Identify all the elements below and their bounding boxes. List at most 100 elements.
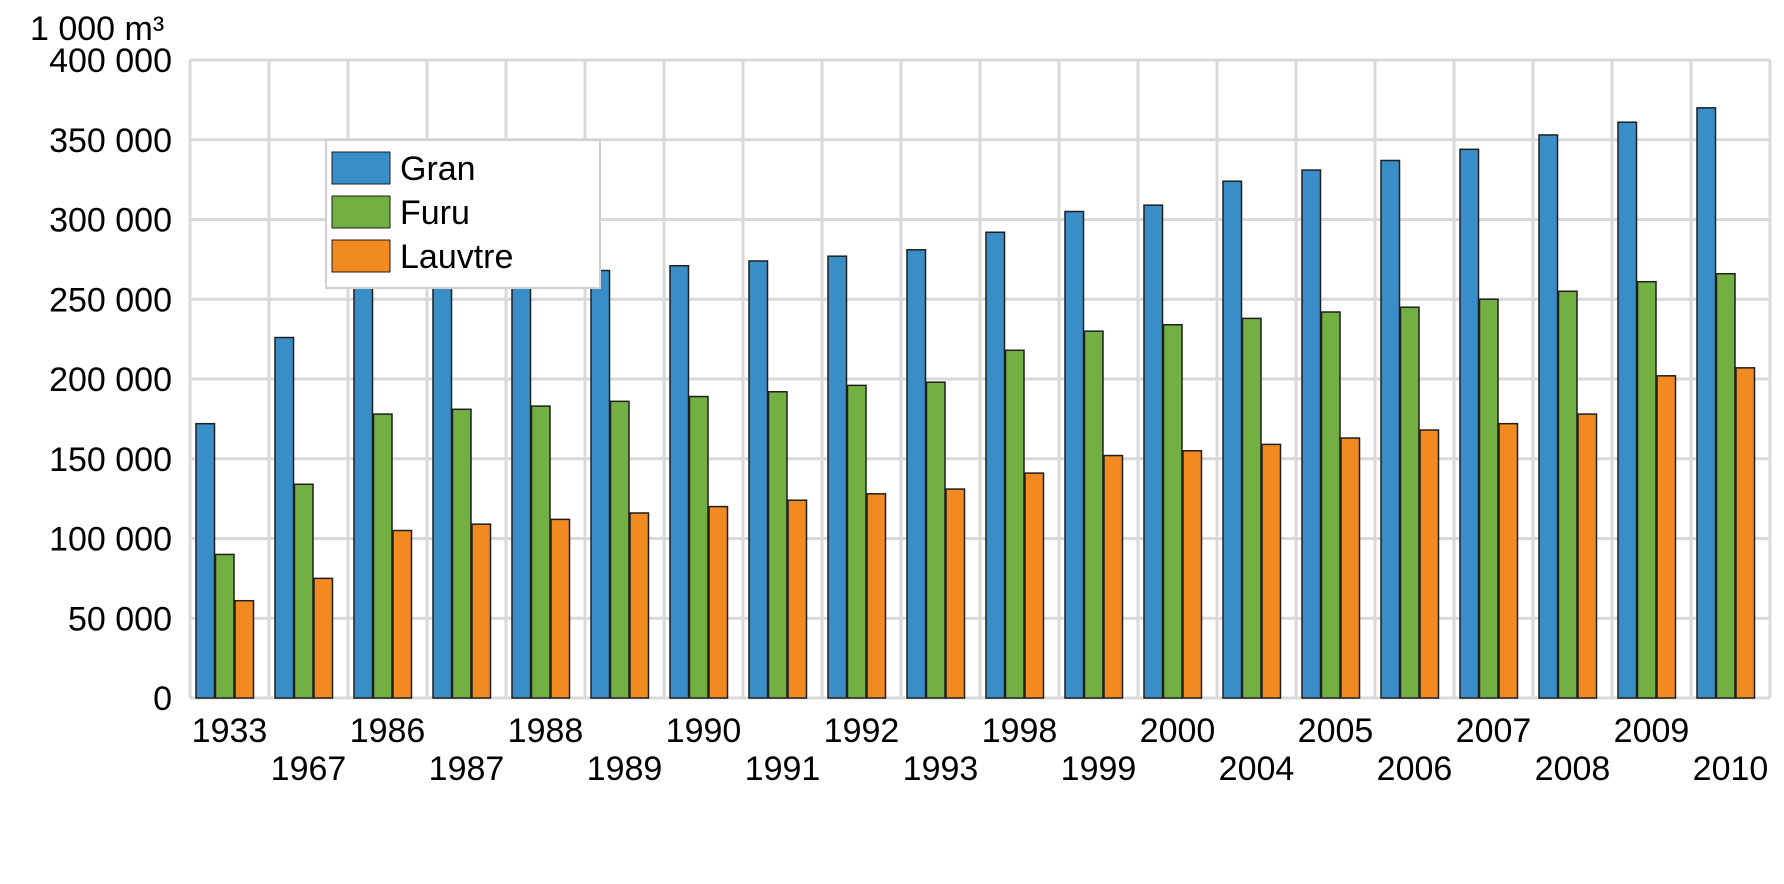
bar-furu-2005: [1320, 311, 1341, 699]
bar-gran-2007: [1459, 148, 1480, 699]
bar-gran-1988: [511, 272, 532, 699]
bar-furu-2000: [1162, 324, 1183, 699]
bars: [195, 107, 1756, 699]
bar-lauvtre-1989: [629, 512, 650, 699]
x-tick-label: 2006: [1377, 750, 1453, 788]
bar-furu-1986: [372, 413, 393, 699]
bar-furu-1993: [925, 381, 946, 699]
bar-lauvtre-1986: [392, 529, 413, 699]
x-tick-label: 1987: [429, 750, 505, 788]
bar-lauvtre-1999: [1103, 454, 1124, 699]
x-tick-label: 1990: [666, 712, 742, 750]
bar-lauvtre-1988: [550, 518, 571, 699]
bar-gran-1990: [669, 265, 690, 699]
y-tick-label: 0: [153, 680, 172, 718]
x-tick-label: 2010: [1693, 750, 1769, 788]
bar-furu-2004: [1241, 317, 1262, 699]
bar-furu-1992: [846, 384, 867, 699]
y-axis-unit-label: 1 000 m³: [30, 10, 164, 48]
bar-lauvtre-2006: [1419, 429, 1440, 699]
bar-lauvtre-1933: [234, 599, 255, 699]
x-tick-label: 1967: [271, 750, 347, 788]
x-tick-label: 1998: [982, 712, 1058, 750]
bar-furu-1991: [767, 391, 788, 699]
y-tick-label: 150 000: [49, 441, 172, 479]
bar-gran-1933: [195, 422, 216, 699]
x-tick-label: 2000: [1140, 712, 1216, 750]
bar-lauvtre-2008: [1577, 413, 1598, 699]
y-tick-label: 350 000: [49, 122, 172, 160]
x-tick-label: 1993: [903, 750, 979, 788]
bar-gran-1987: [432, 276, 453, 699]
legend-label-gran: Gran: [400, 150, 476, 188]
bar-furu-2008: [1557, 290, 1578, 699]
x-tick-label: 1991: [745, 750, 821, 788]
bar-furu-2007: [1478, 298, 1499, 699]
bar-gran-2009: [1617, 121, 1638, 699]
bar-gran-2000: [1143, 204, 1164, 699]
x-tick-label: 2008: [1535, 750, 1611, 788]
bar-lauvtre-1993: [945, 488, 966, 699]
bar-lauvtre-1990: [708, 505, 729, 699]
legend-swatch-lauvtre: [331, 239, 391, 273]
bar-lauvtre-1991: [787, 499, 808, 699]
y-tick-label: 200 000: [49, 361, 172, 399]
bar-gran-1992: [827, 255, 848, 699]
x-tick-label: 2007: [1456, 712, 1532, 750]
bar-furu-2010: [1715, 272, 1736, 699]
bar-furu-1967: [293, 483, 314, 699]
y-tick-label: 400 000: [49, 42, 172, 80]
bar-lauvtre-2004: [1261, 443, 1282, 699]
y-tick-label: 100 000: [49, 521, 172, 559]
x-tick-label: 1999: [1061, 750, 1137, 788]
bar-gran-2010: [1696, 107, 1717, 699]
legend: Gran Furu Lauvtre: [325, 139, 601, 289]
bar-lauvtre-2007: [1498, 422, 1519, 699]
legend-label-lauvtre: Lauvtre: [400, 238, 513, 276]
y-tick-label: 50 000: [68, 600, 172, 638]
bar-furu-1987: [451, 408, 472, 699]
bar-gran-1989: [590, 269, 611, 699]
bar-lauvtre-1992: [866, 493, 887, 699]
x-tick-label: 1933: [192, 712, 268, 750]
bar-gran-2008: [1538, 134, 1559, 699]
bar-furu-1988: [530, 405, 551, 699]
y-tick-label: 250 000: [49, 281, 172, 319]
x-axis-ticks: 1933196719861987198819891990199119921993…: [192, 712, 1769, 788]
bar-lauvtre-1987: [471, 523, 492, 699]
bar-lauvtre-2009: [1656, 375, 1677, 699]
bar-gran-1967: [274, 336, 295, 699]
x-tick-label: 2005: [1298, 712, 1374, 750]
bar-furu-1933: [214, 553, 235, 699]
bar-gran-2006: [1380, 159, 1401, 699]
bar-lauvtre-2005: [1340, 437, 1361, 699]
bar-furu-1990: [688, 395, 709, 699]
bar-gran-2005: [1301, 169, 1322, 699]
bar-furu-1989: [609, 400, 630, 699]
x-tick-label: 1986: [350, 712, 426, 750]
bar-gran-1993: [906, 249, 927, 699]
bar-gran-1991: [748, 260, 769, 699]
bar-lauvtre-2010: [1735, 367, 1756, 699]
legend-swatch-gran: [331, 151, 391, 185]
bar-furu-1998: [1004, 349, 1025, 699]
bar-gran-1986: [353, 279, 374, 699]
bar-gran-1998: [985, 231, 1006, 699]
bar-gran-2004: [1222, 180, 1243, 699]
bar-lauvtre-1967: [313, 577, 334, 699]
legend-label-furu: Furu: [400, 194, 470, 232]
bar-gran-1999: [1064, 210, 1085, 699]
bar-furu-1999: [1083, 330, 1104, 699]
bar-furu-2006: [1399, 306, 1420, 699]
bar-lauvtre-1998: [1024, 472, 1045, 699]
x-tick-label: 1992: [824, 712, 900, 750]
y-axis-ticks: 0 50 000 100 000 150 000 200 000 250 000 300 0…: [49, 42, 172, 718]
bar-furu-2009: [1636, 280, 1657, 699]
y-tick-label: 300 000: [49, 202, 172, 240]
x-tick-label: 1989: [587, 750, 663, 788]
legend-swatch-furu: [331, 195, 391, 229]
bar-lauvtre-2000: [1182, 450, 1203, 699]
x-tick-label: 2004: [1219, 750, 1295, 788]
x-tick-label: 2009: [1614, 712, 1690, 750]
